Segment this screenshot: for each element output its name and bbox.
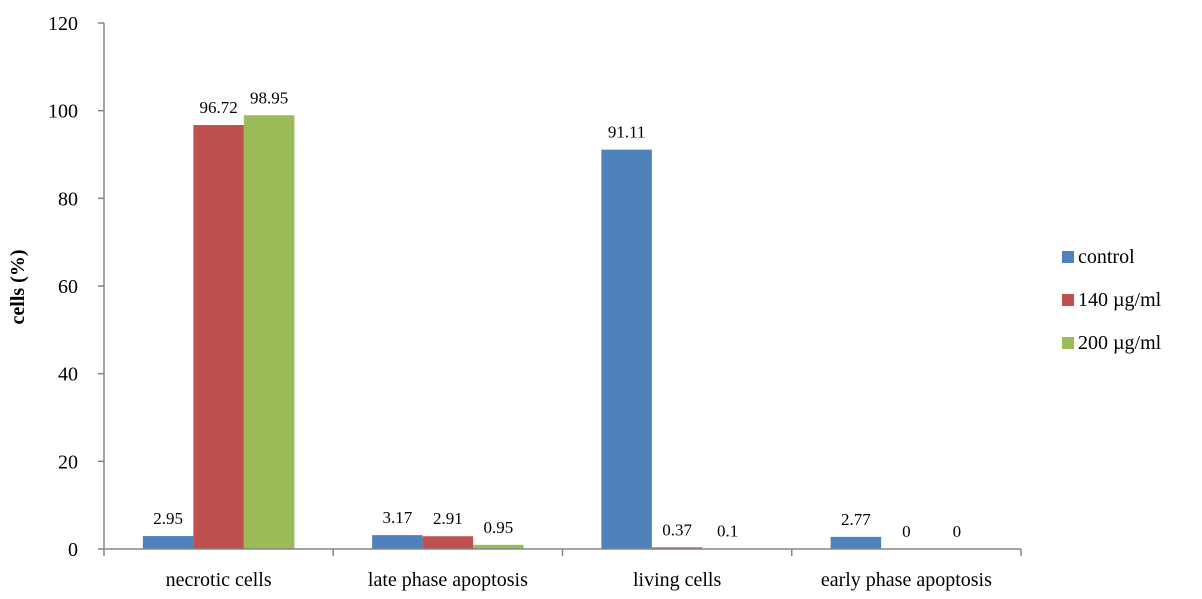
legend: control 140 µg/ml 200 µg/ml: [1062, 246, 1162, 354]
data-label: 96.72: [200, 98, 238, 117]
y-axis-ticks: 0 20 40 60 80 100 120: [48, 13, 104, 561]
data-labels: 2.95 96.72 98.95 3.17 2.91 0.95 91.11 0.37 0.1 2.…: [153, 88, 961, 541]
y-tick-label: 100: [48, 101, 78, 123]
bar-1-1: [142, 536, 194, 549]
x-axis-ticks: [103, 549, 1022, 556]
y-tick-label: 80: [58, 188, 78, 210]
legend-label: control: [1078, 246, 1135, 268]
y-tick-label: 60: [58, 276, 78, 298]
legend-label: 200 µg/ml: [1078, 332, 1162, 354]
data-label: 91.11: [608, 123, 646, 142]
bar-1-2: [372, 535, 423, 549]
data-label: 0.95: [484, 518, 514, 537]
data-label: 0.1: [717, 522, 738, 541]
data-label: 0.37: [662, 520, 692, 539]
category-label: late phase apoptosis: [368, 569, 528, 591]
y-tick-label: 40: [58, 364, 78, 386]
bar-2-2: [422, 536, 474, 549]
bar-1-4: [830, 536, 882, 549]
bar-3-2: [473, 544, 524, 549]
bar-3-1: [243, 115, 295, 549]
data-label: 2.95: [153, 509, 183, 528]
legend-swatch: [1062, 251, 1074, 263]
category-label: living cells: [633, 569, 722, 591]
y-axis-label: cells (%): [7, 250, 29, 325]
data-label: 2.77: [841, 510, 871, 529]
bars: [142, 115, 882, 549]
data-label: 98.95: [250, 88, 288, 107]
data-label: 3.17: [383, 508, 413, 527]
category-label: necrotic cells: [166, 569, 272, 591]
bar-1-3: [601, 149, 652, 549]
bar-2-1: [193, 125, 244, 549]
legend-swatch: [1062, 294, 1074, 306]
legend-swatch: [1062, 337, 1074, 349]
y-tick-label: 20: [58, 451, 78, 473]
y-tick-label: 0: [68, 539, 78, 561]
data-label: 0: [902, 522, 911, 541]
y-tick-label: 120: [48, 13, 78, 35]
bar-2-3: [651, 547, 703, 549]
data-label: 0: [953, 522, 962, 541]
category-label: early phase apoptosis: [821, 569, 992, 591]
legend-label: 140 µg/ml: [1078, 289, 1162, 311]
category-labels: necrotic cells late phase apoptosis living…: [166, 569, 993, 591]
data-label: 2.91: [433, 509, 463, 528]
